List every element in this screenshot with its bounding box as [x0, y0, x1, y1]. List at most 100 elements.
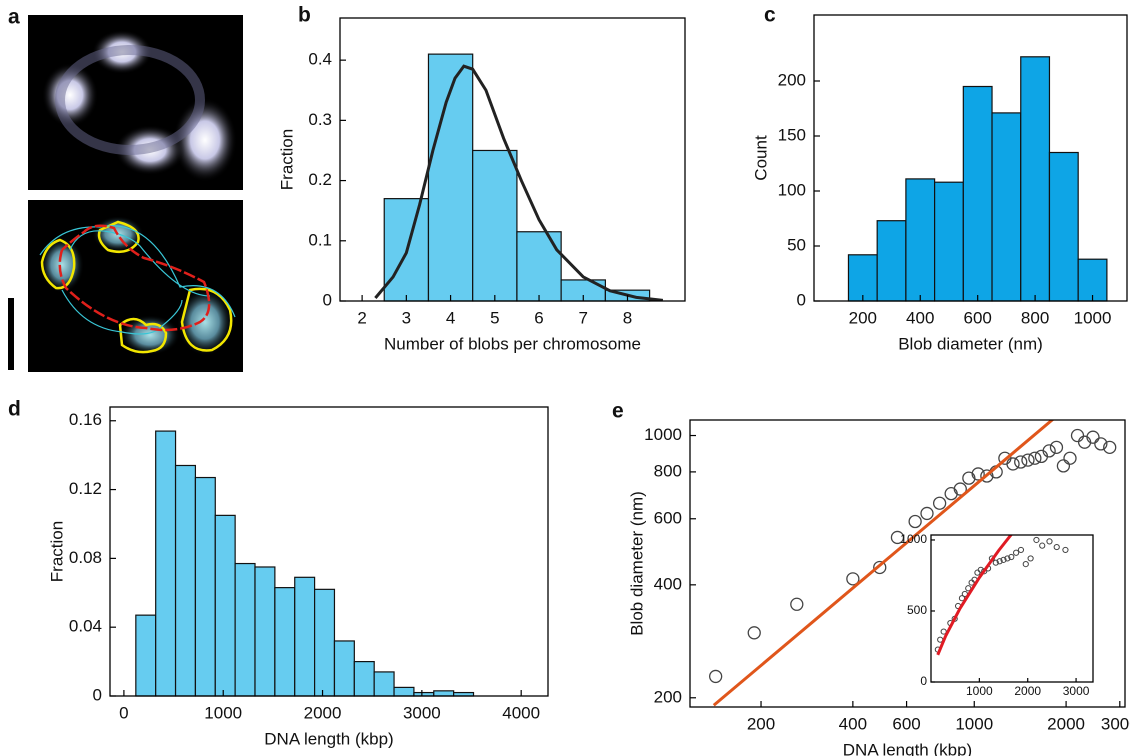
panel-a-images: [8, 15, 243, 372]
bar: [235, 564, 255, 696]
data-point: [909, 516, 921, 528]
y-tick-label: 600: [654, 508, 682, 527]
y-tick-label: 500: [907, 603, 927, 617]
panel-label: b: [298, 4, 311, 27]
data-point: [710, 670, 722, 682]
x-tick-label: 4000: [502, 703, 540, 722]
bar: [992, 113, 1021, 301]
x-tick-label: 5: [490, 308, 499, 327]
x-tick-label: 1000: [204, 703, 242, 722]
y-tick-label: 0.3: [308, 110, 332, 129]
x-tick-label: 800: [1021, 308, 1049, 327]
x-tick-label: 2000: [1047, 714, 1085, 733]
y-tick-label: 0.04: [69, 617, 102, 636]
data-point: [1015, 456, 1027, 468]
panel-label: e: [612, 400, 624, 423]
x-tick-label: 3000: [403, 703, 441, 722]
y-tick-label: 0: [920, 674, 927, 688]
x-tick-label: 1000: [1074, 308, 1112, 327]
y-tick-label: 200: [654, 687, 682, 706]
x-tick-label: 3000: [1101, 714, 1130, 733]
x-tick-label: 2: [357, 308, 366, 327]
data-point: [934, 497, 946, 509]
blob: [40, 237, 84, 293]
x-tick-label: 1000: [966, 684, 993, 698]
x-axis-label: DNA length (kbp): [843, 740, 972, 756]
data-point: [1050, 441, 1062, 453]
x-axis-label: Number of blobs per chromosome: [384, 334, 641, 353]
bar: [394, 687, 414, 696]
y-tick-label: 100: [778, 180, 806, 199]
y-tick-label: 1000: [644, 425, 682, 444]
x-axis-label: Blob diameter (nm): [898, 334, 1043, 353]
bar: [275, 588, 295, 696]
y-tick-label: 400: [654, 574, 682, 593]
y-axis-label: Count: [751, 135, 770, 181]
blob: [173, 98, 237, 182]
x-tick-label: 7: [579, 308, 588, 327]
panel-label: d: [8, 398, 21, 421]
y-tick-label: 0.12: [69, 479, 102, 498]
y-tick-label: 0: [797, 290, 806, 309]
data-point: [1057, 460, 1069, 472]
x-tick-label: 1000: [955, 714, 993, 733]
inset-background: [931, 535, 1093, 682]
bar: [848, 255, 877, 301]
data-point: [1064, 452, 1076, 464]
bar: [877, 221, 906, 301]
bar: [334, 641, 354, 696]
x-tick-label: 0: [119, 703, 128, 722]
y-tick-label: 1000: [900, 532, 927, 546]
figure: a b c d e 234567800.10.20.30.4Number of …: [0, 0, 1130, 756]
bar: [195, 478, 215, 696]
bar: [215, 515, 235, 696]
data-point: [791, 598, 803, 610]
x-tick-label: 3: [402, 308, 411, 327]
y-tick-label: 0.1: [308, 230, 332, 249]
data-point: [1007, 458, 1019, 470]
bar: [517, 232, 561, 301]
x-tick-label: 200: [849, 308, 877, 327]
y-axis-label: Fraction: [277, 129, 296, 190]
bar: [906, 179, 935, 301]
data-point: [945, 488, 957, 500]
bar: [1021, 57, 1050, 301]
y-tick-label: 0.08: [69, 548, 102, 567]
x-tick-label: 200: [747, 714, 775, 733]
y-tick-label: 0.4: [308, 50, 332, 69]
y-axis-label: Blob diameter (nm): [627, 491, 646, 636]
data-point: [1072, 430, 1084, 442]
x-tick-label: 600: [892, 714, 920, 733]
x-tick-label: 400: [839, 714, 867, 733]
bar: [156, 431, 176, 696]
bar: [935, 182, 964, 301]
bar: [374, 672, 394, 696]
x-tick-label: 2000: [304, 703, 342, 722]
bar: [1078, 259, 1107, 301]
y-tick-label: 800: [654, 461, 682, 480]
x-tick-label: 600: [963, 308, 991, 327]
bar: [963, 87, 992, 302]
x-tick-label: 2000: [1014, 684, 1041, 698]
y-tick-label: 0: [93, 685, 102, 704]
bar: [434, 691, 454, 696]
bar: [473, 150, 517, 301]
bar: [295, 577, 315, 696]
y-tick-label: 50: [787, 235, 806, 254]
panel-label: c: [764, 4, 776, 27]
blob: [177, 288, 233, 356]
y-tick-label: 0.16: [69, 410, 102, 429]
data-point: [748, 627, 760, 639]
y-tick-label: 150: [778, 125, 806, 144]
x-tick-label: 4: [446, 308, 455, 327]
scale-bar: [8, 298, 14, 370]
x-tick-label: 3000: [1063, 684, 1090, 698]
bar: [315, 589, 335, 696]
y-axis-label: Fraction: [47, 521, 66, 582]
bar: [176, 465, 196, 696]
panel-label: a: [8, 6, 20, 29]
x-tick-label: 400: [906, 308, 934, 327]
x-tick-label: 6: [534, 308, 543, 327]
y-tick-label: 0: [323, 290, 332, 309]
bar: [136, 615, 156, 696]
